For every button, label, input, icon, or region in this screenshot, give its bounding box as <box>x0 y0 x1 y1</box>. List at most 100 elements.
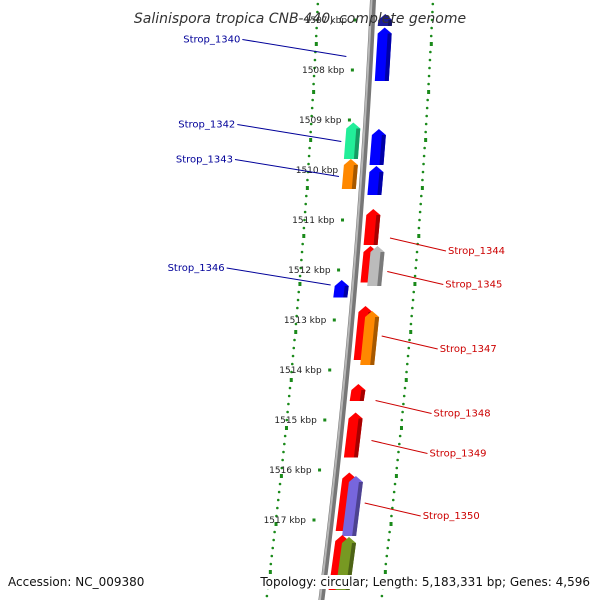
track-dot-left <box>312 82 315 86</box>
gene-feature[interactable] <box>349 384 366 401</box>
kbp-tick-label: 1514 kbp <box>279 366 322 376</box>
track-dash-right <box>429 42 433 46</box>
gene-feature[interactable] <box>374 27 392 82</box>
track-dot-right <box>405 362 409 366</box>
leader-line <box>234 159 340 177</box>
gene-shade <box>351 165 358 189</box>
track-dot-right <box>407 346 411 350</box>
gc-dot-tracks <box>265 2 435 598</box>
track-dot-left <box>302 226 306 230</box>
gene-shade <box>352 482 363 536</box>
accession-caption: Accession: NC_009380 <box>6 575 147 589</box>
backbone-line <box>318 0 377 600</box>
track-dot-right <box>425 114 428 118</box>
track-dot-left <box>278 482 282 486</box>
gene-feature[interactable] <box>369 129 386 165</box>
track-dash-left <box>302 234 306 238</box>
track-dot-right <box>419 194 423 198</box>
gene-label[interactable]: Strop_1350 <box>364 502 480 522</box>
ruler-tick <box>347 118 351 122</box>
track-dash-left <box>268 570 272 574</box>
leader-line <box>375 400 432 414</box>
track-dot-left <box>296 306 299 310</box>
track-dot-left <box>299 266 303 270</box>
track-dot-left <box>309 122 313 126</box>
gene-label[interactable]: Strop_1343 <box>176 155 340 177</box>
track-dot-right <box>390 514 393 518</box>
ruler-tick <box>328 368 332 372</box>
genome-backbone <box>318 0 377 600</box>
gene-label[interactable]: Strop_1340 <box>183 35 347 57</box>
track-dot-right <box>385 554 389 558</box>
gene-feature[interactable] <box>333 280 349 298</box>
track-dot-right <box>428 58 432 62</box>
gene-label[interactable]: Strop_1346 <box>168 263 331 286</box>
track-dot-right <box>417 226 421 230</box>
gene-feature[interactable] <box>377 14 393 26</box>
track-dot-right <box>415 250 419 254</box>
gene-label[interactable]: Strop_1349 <box>371 440 487 460</box>
track-dot-right <box>424 122 428 126</box>
track-dot-left <box>306 178 309 182</box>
track-dot-right <box>412 290 416 294</box>
track-dot-right <box>398 434 402 438</box>
track-dot-right <box>401 410 404 414</box>
track-dot-right <box>428 66 431 70</box>
gene-label-text: Strop_1345 <box>445 280 502 291</box>
track-dot-left <box>307 162 310 166</box>
gene-label-text: Strop_1347 <box>440 344 497 355</box>
map-title: Salinispora tropica CNB-440, complete ge… <box>134 11 466 27</box>
track-dot-right <box>408 338 411 342</box>
track-dot-left <box>314 34 318 38</box>
gene-feature[interactable] <box>341 159 358 189</box>
gene-feature[interactable] <box>363 209 381 245</box>
track-dot-right <box>414 266 418 270</box>
track-dot-right <box>429 50 432 54</box>
track-dot-right <box>387 538 390 542</box>
gene-label[interactable]: Strop_1347 <box>381 335 497 355</box>
track-dot-left <box>287 394 291 398</box>
track-dot-left <box>303 218 306 222</box>
gene-feature[interactable] <box>342 476 363 536</box>
track-dot-left <box>277 490 281 494</box>
track-dot-left <box>273 530 276 534</box>
track-dash-right <box>427 90 431 94</box>
gene-feature[interactable] <box>343 122 361 160</box>
kbp-tick-label: 1509 kbp <box>299 116 342 126</box>
gene-label[interactable]: Strop_1348 <box>375 400 491 420</box>
track-dot-right <box>427 74 431 78</box>
track-dot-right <box>423 146 426 150</box>
topology-caption: Topology: circular; Length: 5,183,331 bp… <box>258 575 592 589</box>
gene-shade <box>353 128 361 159</box>
gene-shade <box>343 286 349 298</box>
track-dot-right <box>411 298 415 302</box>
track-dash-right <box>394 474 398 478</box>
gene-shade <box>377 172 384 195</box>
ruler-tick <box>332 318 336 322</box>
gene-label-text: Strop_1343 <box>176 155 233 166</box>
gene-feature[interactable] <box>367 166 384 195</box>
track-dot-right <box>431 10 434 14</box>
track-dot-right <box>402 394 406 398</box>
track-dot-left <box>300 250 304 254</box>
gene-feature[interactable] <box>343 412 363 458</box>
gene-label[interactable]: Strop_1344 <box>389 237 505 257</box>
gene-label[interactable]: Strop_1342 <box>178 120 342 142</box>
track-dash-right <box>424 138 428 142</box>
kbp-tick-label: 1511 kbp <box>292 216 335 226</box>
track-dot-right <box>425 106 429 110</box>
kbp-tick-label: 1508 kbp <box>302 66 345 76</box>
track-dot-left <box>303 210 307 214</box>
track-dash-right <box>389 522 393 526</box>
track-dot-right <box>384 562 388 566</box>
gene-feature[interactable] <box>367 246 385 286</box>
track-dash-left <box>284 426 288 430</box>
track-dot-left <box>313 58 317 62</box>
leader-line <box>242 39 347 57</box>
gene-label[interactable]: Strop_1345 <box>387 271 502 291</box>
track-dash-right <box>413 282 417 286</box>
gene-feature[interactable] <box>360 311 380 365</box>
kbp-tick-label: 1517 kbp <box>264 516 307 526</box>
track-dot-left <box>313 66 316 70</box>
